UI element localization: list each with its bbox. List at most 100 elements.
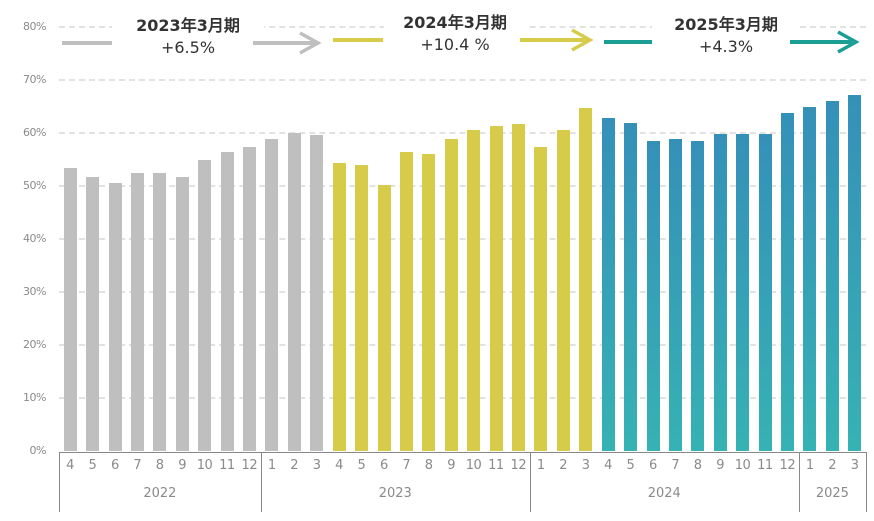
bar (848, 94, 862, 451)
bar (646, 140, 660, 451)
annotation-change: +6.5% (160, 38, 216, 57)
y-tick-label: 0% (29, 444, 47, 457)
x-tick-label: 12 (241, 458, 258, 473)
x-tick-label: 12 (779, 458, 796, 473)
year-separator (59, 452, 60, 512)
gridline (59, 291, 866, 293)
annotation-period: 2023年3月期 (136, 16, 240, 35)
arrow-right-icon (299, 31, 322, 55)
x-tick-label: 1 (267, 458, 276, 473)
x-tick-label: 5 (88, 458, 97, 473)
x-tick-label: 4 (66, 458, 74, 473)
annotation-label: 2024年3月期 +10.4 % (384, 12, 526, 56)
bar (243, 147, 257, 451)
gridline (59, 344, 866, 346)
bar (512, 123, 526, 451)
y-tick-label: 70% (23, 73, 46, 86)
x-tick-label: 7 (402, 458, 411, 473)
annotation-line-left (333, 38, 383, 42)
bar (153, 172, 167, 451)
y-tick-label: 20% (23, 338, 46, 351)
annotation-period: 2025年3月期 (674, 15, 778, 34)
x-tick-label: 2 (828, 458, 837, 473)
x-tick-label: 9 (716, 458, 724, 473)
x-tick-label: 8 (693, 458, 702, 473)
x-tick-label: 1 (536, 458, 545, 473)
year-separator (260, 452, 262, 512)
arrow-right-icon (837, 30, 860, 54)
x-tick-label: 1 (805, 458, 814, 473)
y-tick-label: 60% (23, 126, 46, 139)
x-tick-label: 11 (757, 458, 773, 473)
bar (422, 154, 436, 451)
year-separator (798, 452, 800, 512)
bar (287, 133, 301, 451)
gridline (59, 238, 866, 240)
bar (736, 134, 750, 451)
annotation-line-right (520, 38, 588, 42)
x-tick-label: 3 (312, 458, 321, 473)
year-label: 2023 (378, 486, 412, 501)
x-tick-label: 4 (335, 458, 343, 473)
bar (444, 138, 458, 451)
x-tick-label: 4 (604, 458, 612, 473)
gridline (59, 132, 866, 134)
bar (220, 151, 234, 451)
x-tick-label: 12 (510, 458, 527, 473)
y-tick-label: 40% (23, 232, 46, 245)
bar (198, 160, 212, 451)
annotation-label: 2025年3月期 +4.3% (652, 14, 800, 58)
bar (175, 176, 189, 451)
bar (130, 172, 144, 451)
x-tick-label: 11 (488, 458, 504, 473)
x-tick-label: 2 (559, 458, 568, 473)
annotation-line-right (253, 41, 315, 45)
bar (63, 167, 77, 451)
year-label: 2022 (143, 486, 177, 501)
bar (86, 176, 100, 451)
bar (399, 152, 413, 451)
bar (355, 164, 369, 451)
x-tick-label: 5 (357, 458, 366, 473)
year-separator (529, 452, 531, 512)
bar (534, 147, 548, 451)
bar (377, 185, 391, 451)
bar (691, 140, 705, 451)
x-tick-label: 9 (447, 458, 455, 473)
bar (556, 130, 570, 451)
bar (758, 134, 772, 451)
x-tick-label: 10 (465, 458, 482, 473)
bar (467, 130, 481, 451)
bar (310, 134, 324, 451)
x-tick-label: 3 (581, 458, 590, 473)
annotation-label: 2023年3月期 +6.5% (112, 15, 264, 59)
gridline (59, 79, 866, 81)
y-tick-label: 50% (23, 179, 46, 192)
x-tick-label: 6 (110, 458, 119, 473)
bar (601, 117, 615, 451)
x-tick-label: 8 (155, 458, 164, 473)
x-tick-label: 9 (178, 458, 186, 473)
annotation-line-right (790, 40, 852, 44)
y-tick-label: 10% (23, 391, 46, 404)
bar (489, 126, 503, 451)
year-separator (866, 452, 867, 512)
gridline (59, 397, 866, 399)
bar (332, 162, 346, 451)
annotation-change: +10.4 % (420, 35, 490, 54)
bar (713, 134, 727, 451)
x-axis-line (59, 452, 866, 453)
annotation-change: +4.3% (698, 37, 754, 56)
x-tick-label: 5 (626, 458, 635, 473)
bar (781, 112, 795, 451)
x-tick-label: 7 (133, 458, 142, 473)
arrow-right-icon (571, 28, 594, 52)
x-tick-label: 3 (850, 458, 859, 473)
x-tick-label: 11 (219, 458, 235, 473)
x-tick-label: 2 (290, 458, 299, 473)
bar (803, 107, 817, 451)
bar (668, 138, 682, 451)
year-label: 2024 (647, 486, 681, 501)
y-tick-label: 30% (23, 285, 46, 298)
